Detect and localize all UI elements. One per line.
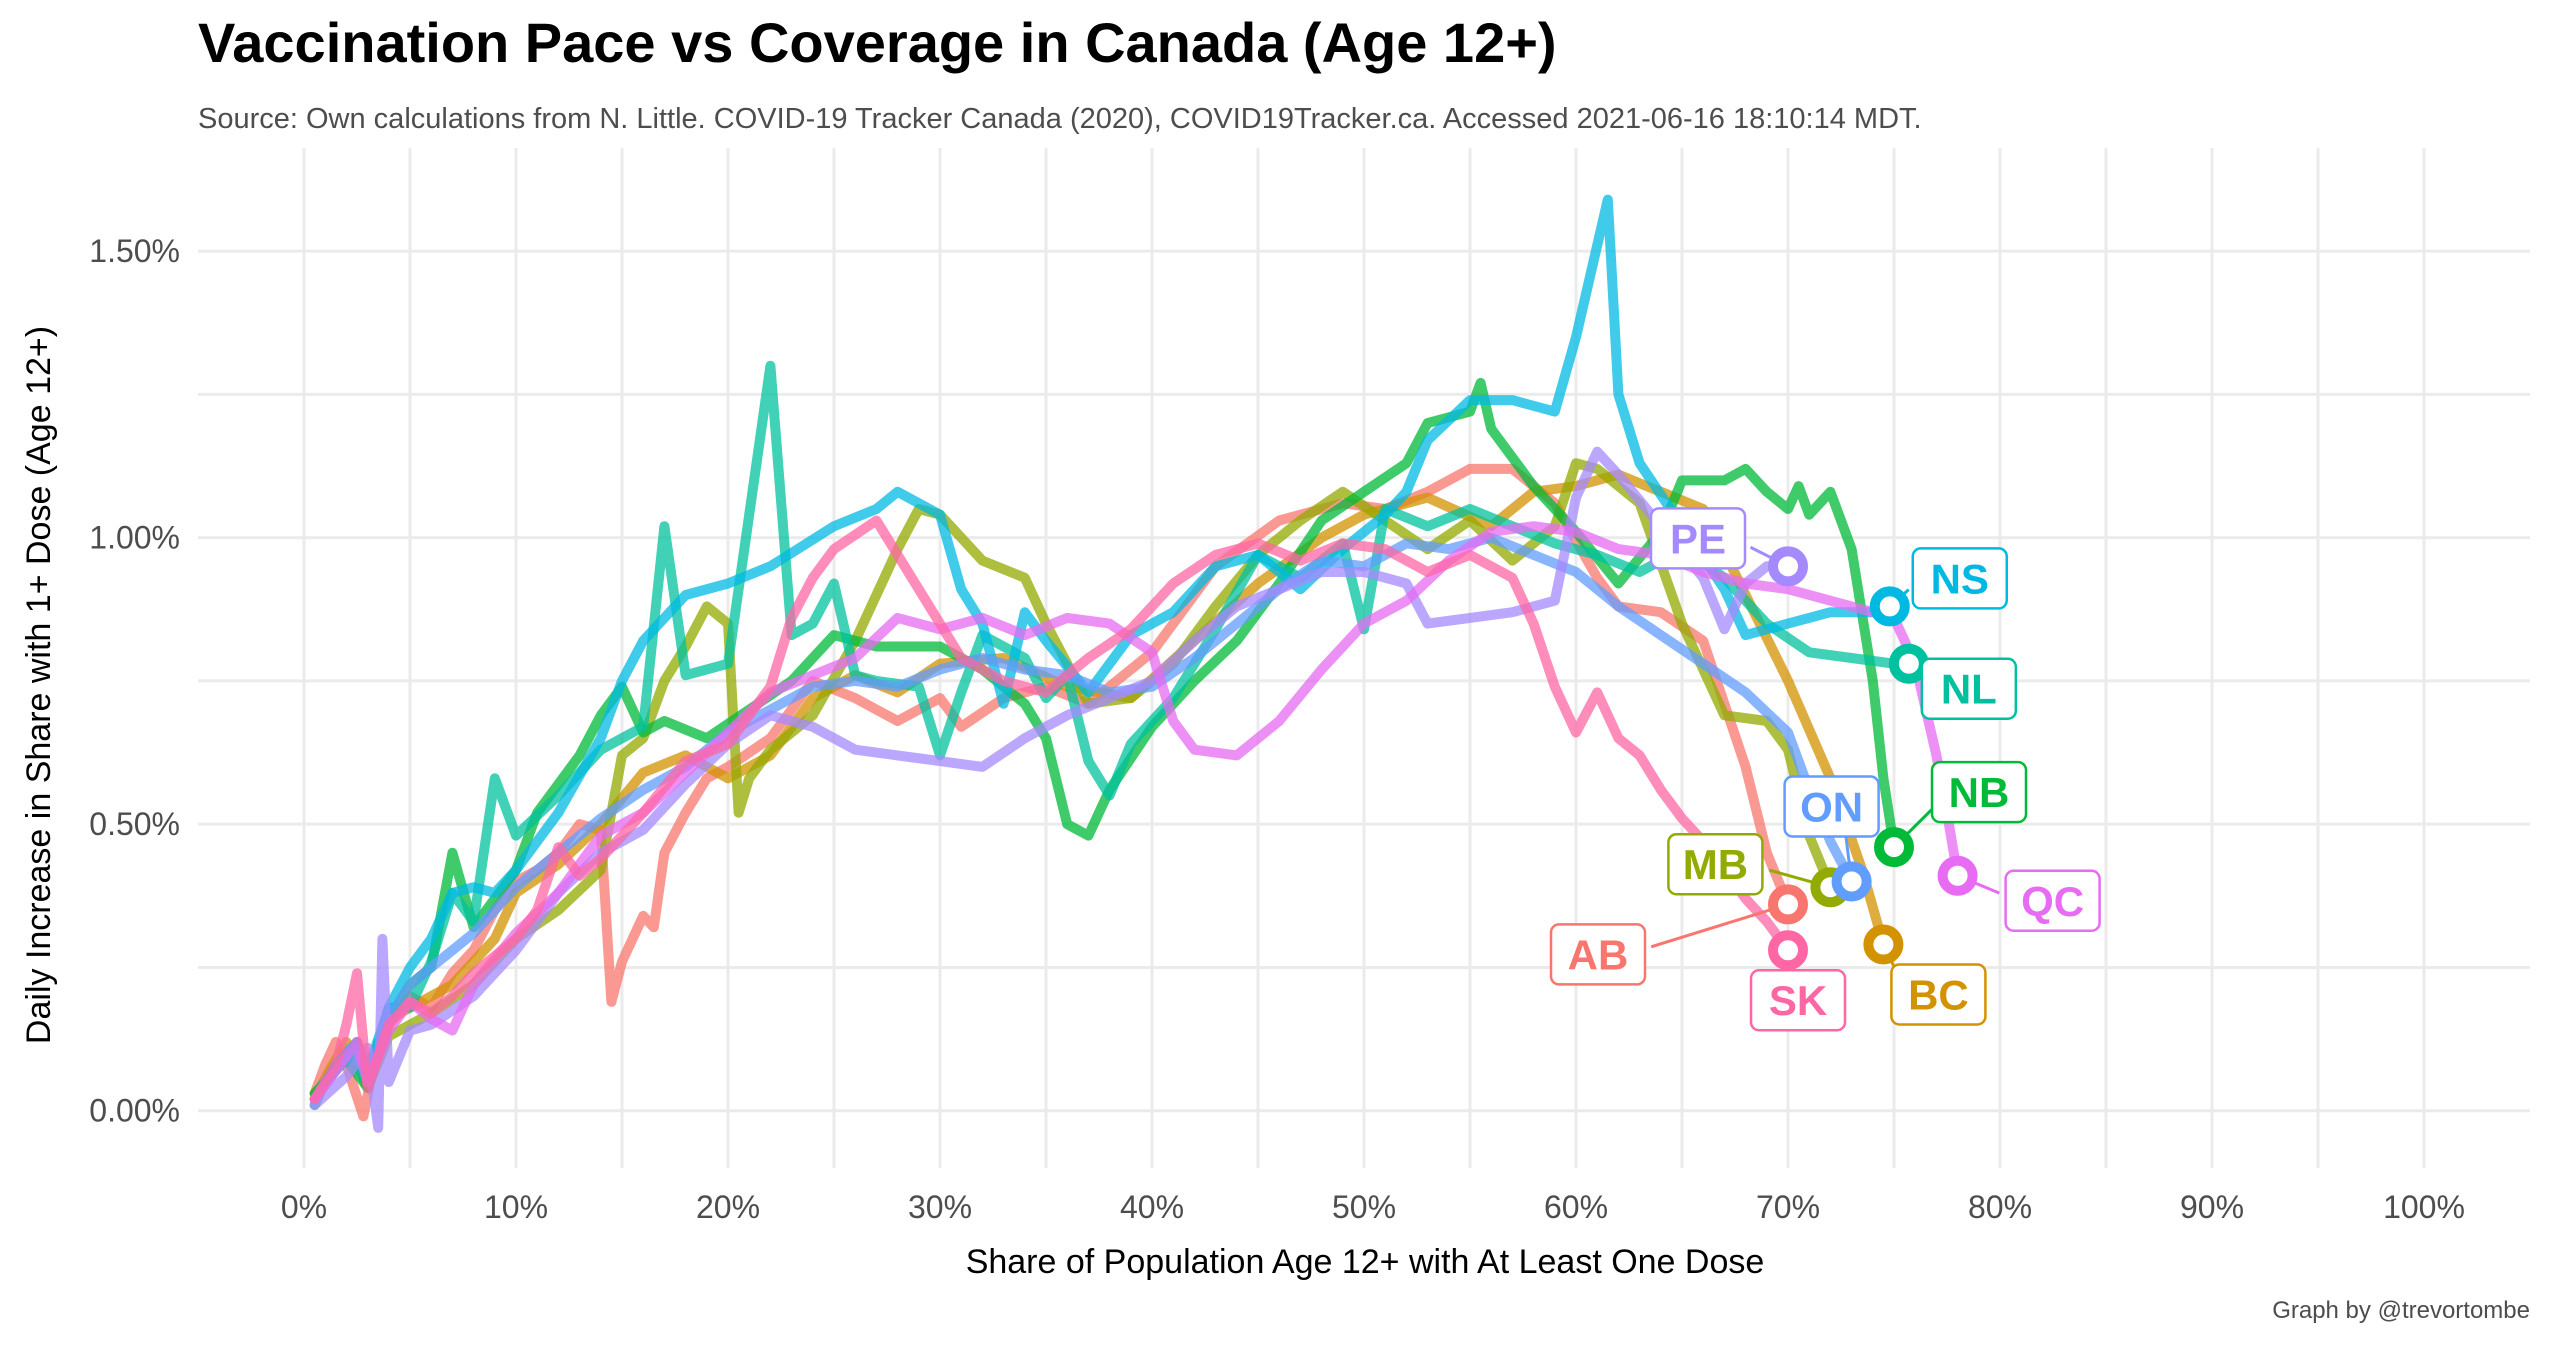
caption: Graph by @trevortombe [2272, 1297, 2530, 1324]
province-label: MB [1683, 841, 1748, 888]
x-tick-label: 10% [484, 1189, 548, 1225]
series-line-on [309, 532, 1857, 1105]
label-box [2004, 869, 2101, 933]
label-box [1783, 775, 1880, 838]
end-point-marker [1874, 827, 1914, 868]
province-label: AB [1568, 931, 1629, 978]
end-label-qc: QC [1937, 855, 2101, 933]
label-box [1549, 923, 1647, 986]
label-box [1930, 760, 2028, 824]
y-tick-label: 0.50% [89, 806, 180, 842]
end-point-marker [1937, 855, 1978, 896]
chart-title: Vaccination Pace vs Coverage in Canada (… [198, 11, 1557, 74]
end-point-marker [1768, 930, 1808, 971]
label-box [1749, 968, 1847, 1032]
province-label: NL [1941, 666, 1997, 713]
y-tick-label: 1.50% [89, 233, 180, 269]
end-point-marker [1831, 861, 1872, 902]
end-label-pe: PE [1649, 507, 1808, 587]
end-label-nb: NB [1874, 760, 2028, 868]
end-labels-layer: AB BC MB NB NL NS ON PE QC SK [1549, 507, 2101, 1032]
end-point-marker [1888, 643, 1929, 684]
province-label: BC [1908, 972, 1969, 1019]
x-tick-label: 100% [2383, 1189, 2465, 1225]
x-tick-label: 80% [1968, 1189, 2032, 1225]
end-label-on: ON [1783, 775, 1880, 902]
end-label-ns: NS [1869, 547, 2009, 627]
tick-labels: 0% 10% 20% 30% 40% 50% 60% 70% 80% 90% 100% 0.00% 0.… [89, 233, 2465, 1225]
end-point-marker [1768, 546, 1808, 587]
label-box [1649, 507, 1747, 570]
x-axis-title: Share of Population Age 12+ with At Leas… [966, 1243, 1765, 1281]
end-label-sk: SK [1749, 930, 1847, 1032]
province-label: SK [1769, 977, 1827, 1024]
province-label: QC [2021, 878, 2084, 925]
series-line-qc [309, 521, 1963, 1105]
x-tick-label: 30% [908, 1189, 972, 1225]
x-tick-label: 60% [1544, 1189, 1608, 1225]
gridlines [198, 148, 2530, 1168]
province-label: NS [1931, 555, 1989, 602]
end-label-mb: MB [1667, 832, 1851, 908]
series-line-ab [309, 463, 1793, 1122]
series-layer [309, 194, 1963, 1133]
end-label-nl: NL [1888, 643, 2018, 720]
x-tick-label: 40% [1120, 1189, 1184, 1225]
end-point-marker [1869, 586, 1910, 627]
end-label-bc: BC [1863, 924, 1987, 1026]
series-line-pe [309, 446, 1793, 1133]
leader-line [1650, 902, 1789, 949]
series-line-mb [309, 458, 1836, 1099]
label-box [1911, 547, 2009, 610]
x-tick-label: 70% [1756, 1189, 1820, 1225]
x-tick-label: 0% [281, 1189, 327, 1225]
chart-subtitle: Source: Own calculations from N. Little.… [198, 103, 1922, 135]
x-tick-label: 50% [1332, 1189, 1396, 1225]
y-tick-label: 0.00% [89, 1093, 180, 1129]
end-point-marker [1768, 884, 1808, 925]
label-box [1667, 832, 1764, 896]
end-label-ab: AB [1549, 884, 1808, 986]
x-tick-label: 20% [696, 1189, 760, 1225]
province-label: PE [1670, 515, 1726, 562]
series-line-sk [309, 515, 1793, 1105]
series-line-nl [309, 360, 1899, 1110]
y-axis-title: Daily Increase in Share with 1+ Dose (Ag… [20, 326, 58, 1044]
label-box [1890, 963, 1987, 1026]
province-label: NB [1949, 769, 2010, 816]
y-tick-label: 1.00% [89, 520, 180, 556]
x-tick-label: 90% [2180, 1189, 2244, 1225]
end-point-marker [1863, 924, 1904, 965]
province-label: ON [1800, 783, 1863, 830]
label-box [1920, 657, 2018, 720]
